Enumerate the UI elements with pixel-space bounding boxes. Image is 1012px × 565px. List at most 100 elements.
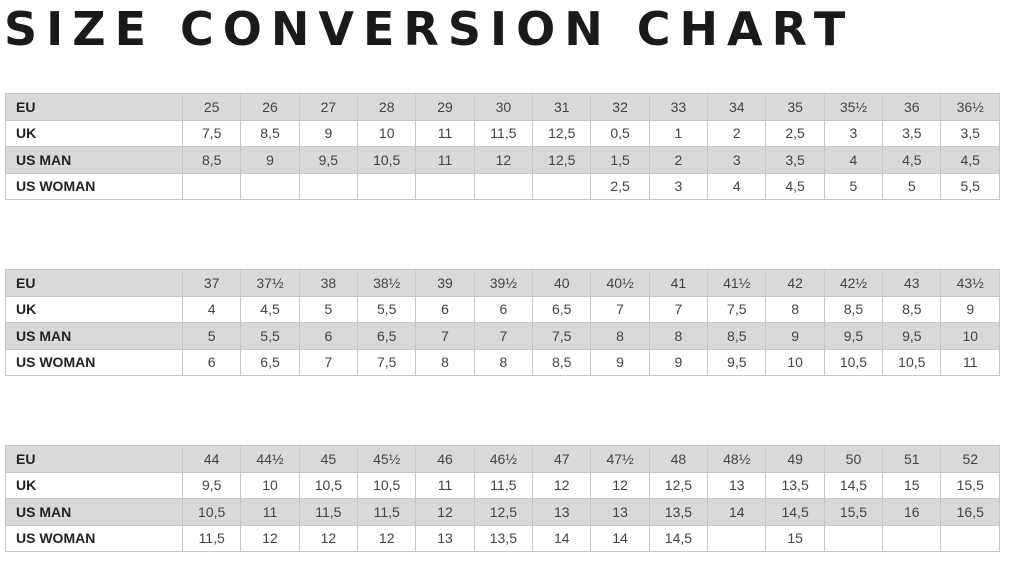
size-cell: 6,5 <box>240 348 300 376</box>
size-cell: 28 <box>357 93 417 121</box>
size-cell: 13,5 <box>473 524 534 552</box>
size-cell: 10,5 <box>823 348 884 376</box>
size-cell: 9,5 <box>181 471 242 499</box>
size-cell: 3 <box>648 172 709 200</box>
row-label: UK <box>5 119 183 147</box>
size-cell: 13,5 <box>648 498 709 526</box>
row-label: EU <box>5 93 183 121</box>
size-cell: 5 <box>298 295 359 323</box>
table-row: UK 9,5 10 10,5 10,5 11 11,5 12 12 12,5 13 13,5 14,5 1… <box>5 471 1000 499</box>
size-cell: 5 <box>823 172 884 200</box>
size-cell: 45 <box>298 445 359 473</box>
size-cell: 41 <box>648 269 709 297</box>
size-cell: 52 <box>940 445 1000 473</box>
size-cell: 12,5 <box>532 146 592 174</box>
size-cell: 47 <box>532 445 592 473</box>
size-cell: 14,5 <box>648 524 709 552</box>
row-label: EU <box>5 269 183 297</box>
size-cell: 15 <box>765 524 825 552</box>
size-cell: 5,5 <box>940 172 1000 200</box>
size-cell: 13 <box>532 498 592 526</box>
size-cell: 10,5 <box>298 471 359 499</box>
size-cell: 37½ <box>240 269 300 297</box>
size-cell: 1,5 <box>590 146 650 174</box>
row-label: US MAN <box>5 322 183 350</box>
row-label: EU <box>5 445 183 473</box>
size-cell: 9 <box>240 146 300 174</box>
size-cell: 8,5 <box>823 295 884 323</box>
table-row: EU 37 37½ 38 38½ 39 39½ 40 40½ 41 41½ 42 42½ 43 43½ <box>5 269 1000 297</box>
size-cell: 11,5 <box>473 119 534 147</box>
size-cell: 15,5 <box>823 498 884 526</box>
size-cell: 8 <box>590 322 650 350</box>
size-cell: 8,5 <box>181 146 242 174</box>
size-cell: 12 <box>590 471 650 499</box>
size-cell: 9 <box>590 348 650 376</box>
table-row: UK 4 4,5 5 5,5 6 6 6,5 7 7 7,5 8 8,5 8,5 9 <box>5 295 1000 323</box>
size-cell: 6 <box>181 348 242 376</box>
size-cell: 8,5 <box>707 322 767 350</box>
size-cell <box>240 172 300 200</box>
size-cell: 34 <box>707 93 767 121</box>
size-cell: 10,5 <box>181 498 242 526</box>
size-cell: 48½ <box>707 445 767 473</box>
size-cell: 11 <box>415 146 475 174</box>
size-cell: 42½ <box>823 269 884 297</box>
size-cell: 14 <box>707 498 767 526</box>
size-cell: 35½ <box>823 93 884 121</box>
size-cell: 6,5 <box>532 295 592 323</box>
size-cell: 6,5 <box>357 322 417 350</box>
size-cell: 4 <box>707 172 767 200</box>
size-cell: 13 <box>415 524 475 552</box>
size-cell: 0,5 <box>590 119 650 147</box>
size-cell: 30 <box>473 93 534 121</box>
row-label: US WOMAN <box>5 172 183 200</box>
table-row: US WOMAN 2,5 3 4 4,5 5 5 5,5 <box>5 172 1000 200</box>
size-cell: 9,5 <box>707 348 767 376</box>
size-table-1: EU 25 26 27 28 29 30 31 32 33 34 35 35½ 36 36½ UK 7,5 8,5… <box>5 93 1000 200</box>
size-cell: 11,5 <box>298 498 359 526</box>
table-row: US MAN 5 5,5 6 6,5 7 7 7,5 8 8 8,5 9 9,5 9,5 10 <box>5 322 1000 350</box>
size-cell: 12,5 <box>473 498 534 526</box>
size-cell: 15,5 <box>940 471 1000 499</box>
size-cell: 8 <box>415 348 475 376</box>
size-cell: 4 <box>181 295 242 323</box>
size-cell: 49 <box>765 445 825 473</box>
size-cell: 51 <box>882 445 942 473</box>
size-cell: 39½ <box>473 269 534 297</box>
size-cell: 6 <box>473 295 534 323</box>
size-cell: 9 <box>765 322 825 350</box>
size-cell: 27 <box>298 93 359 121</box>
size-cell: 36 <box>882 93 942 121</box>
size-cell: 3 <box>707 146 767 174</box>
size-cell: 10 <box>765 348 825 376</box>
size-cell <box>298 172 359 200</box>
size-cell: 12 <box>532 471 592 499</box>
size-cell: 25 <box>181 93 242 121</box>
size-cell: 7 <box>473 322 534 350</box>
size-cell: 1 <box>648 119 709 147</box>
size-cell: 7 <box>648 295 709 323</box>
row-label: US MAN <box>5 146 183 174</box>
size-cell: 12 <box>473 146 534 174</box>
size-cell: 31 <box>532 93 592 121</box>
size-cell: 46½ <box>473 445 534 473</box>
size-cell: 9 <box>940 295 1000 323</box>
size-cell: 14 <box>532 524 592 552</box>
size-cell: 5 <box>882 172 942 200</box>
page-title: SIZE CONVERSION CHART <box>4 2 855 56</box>
size-cell: 9 <box>648 348 709 376</box>
size-cell: 7 <box>415 322 475 350</box>
size-cell: 8,5 <box>532 348 592 376</box>
size-cell: 38 <box>298 269 359 297</box>
size-cell: 32 <box>590 93 650 121</box>
size-cell: 11,5 <box>181 524 242 552</box>
size-cell: 8 <box>648 322 709 350</box>
row-label: UK <box>5 295 183 323</box>
size-cell: 50 <box>823 445 884 473</box>
size-cell: 13 <box>590 498 650 526</box>
size-cell <box>181 172 242 200</box>
size-cell: 7 <box>298 348 359 376</box>
size-cell: 46 <box>415 445 475 473</box>
size-cell: 3,5 <box>882 119 942 147</box>
